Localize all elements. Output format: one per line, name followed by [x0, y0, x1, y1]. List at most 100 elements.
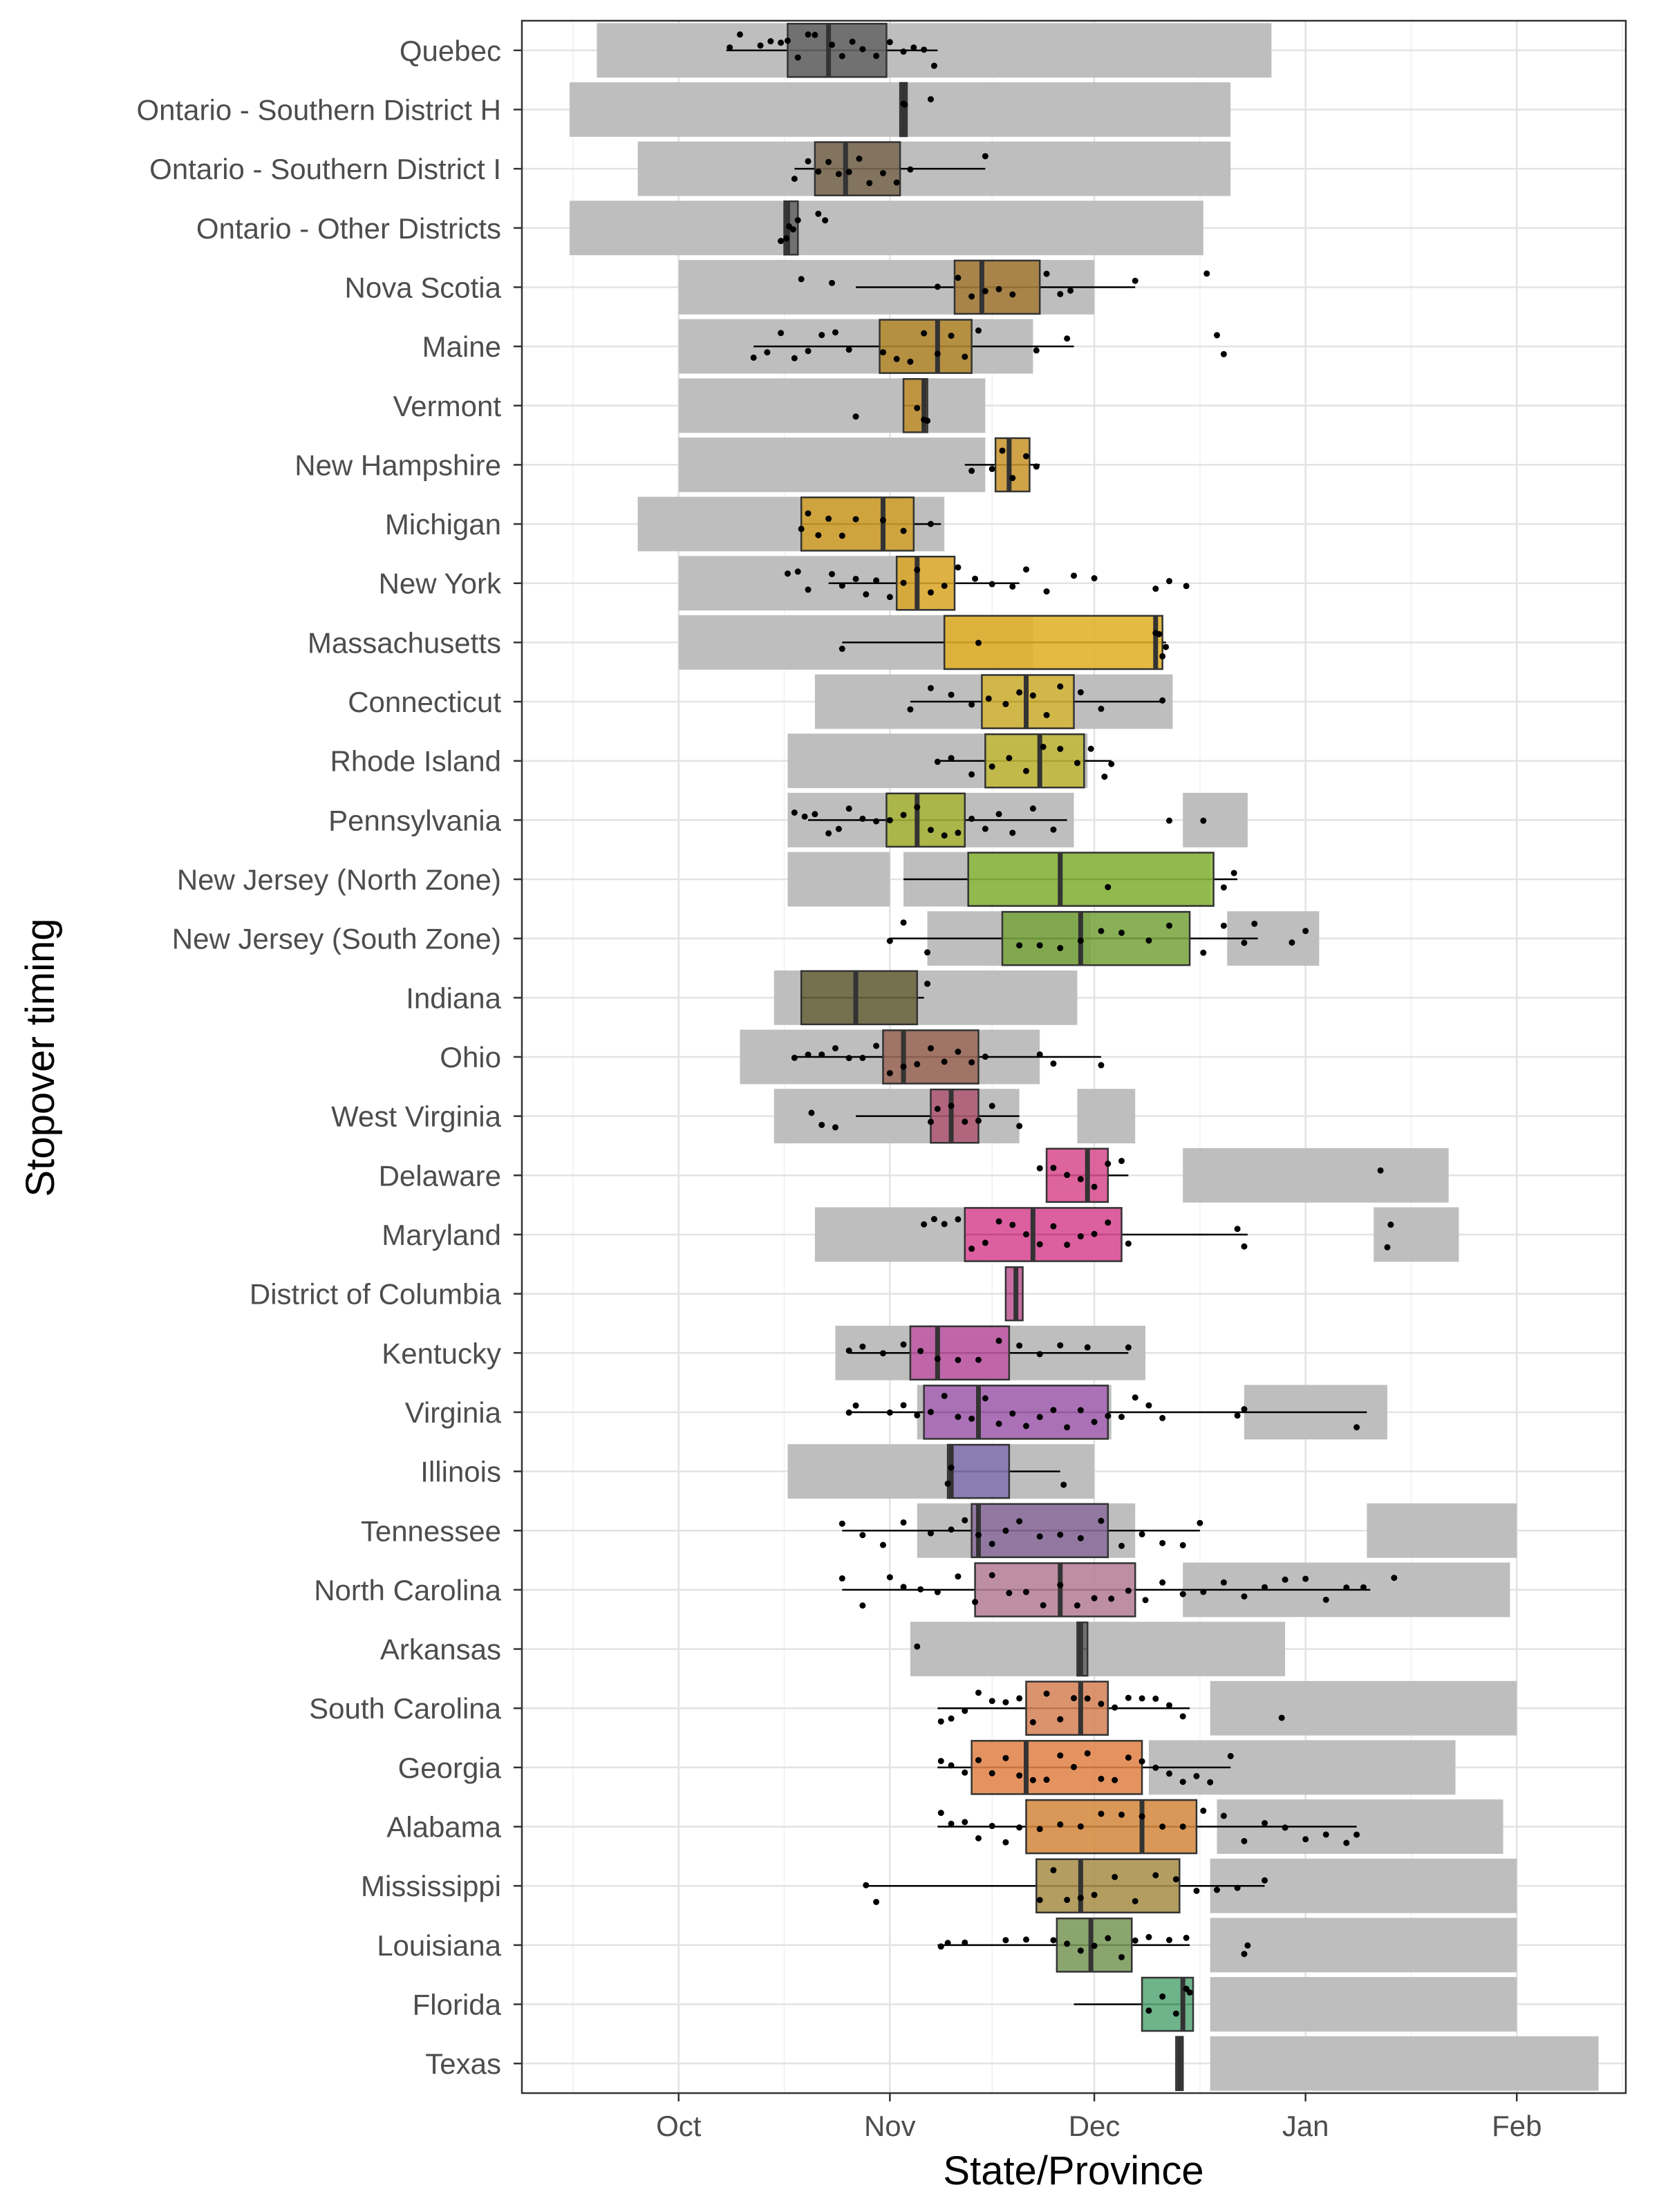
- data-point: [1050, 826, 1057, 833]
- data-point: [1387, 1221, 1394, 1228]
- data-point: [1262, 1819, 1268, 1826]
- data-point: [791, 809, 798, 816]
- data-point: [1077, 1176, 1084, 1183]
- data-point: [914, 1412, 921, 1418]
- data-point: [1166, 922, 1173, 929]
- data-point: [937, 1810, 944, 1817]
- y-tick-label: Connecticut: [348, 686, 501, 718]
- data-point: [798, 525, 805, 532]
- data-point: [1077, 1233, 1084, 1240]
- data-point: [750, 354, 757, 361]
- boxplot-box: [800, 970, 919, 1026]
- data-point: [1179, 1823, 1186, 1830]
- boxplot-box: [1001, 910, 1191, 966]
- data-point: [948, 332, 955, 339]
- data-point: [975, 1117, 982, 1124]
- y-tick-label: Mississippi: [361, 1870, 501, 1902]
- data-point: [1036, 1165, 1043, 1172]
- data-point: [808, 1109, 815, 1116]
- data-point: [1084, 1750, 1091, 1756]
- data-point: [1125, 1587, 1132, 1594]
- data-point: [921, 1221, 928, 1228]
- data-point: [1050, 1867, 1057, 1874]
- boxplots: [726, 23, 1371, 2091]
- data-point: [955, 1414, 962, 1421]
- data-point: [1077, 937, 1084, 944]
- data-point: [934, 1588, 941, 1595]
- data-point: [934, 1105, 941, 1112]
- data-point: [812, 32, 818, 39]
- data-point: [955, 830, 962, 836]
- data-point: [791, 176, 798, 182]
- data-point: [924, 980, 931, 987]
- boxplot-box: [800, 496, 915, 552]
- data-point: [835, 825, 842, 832]
- data-point: [995, 1218, 1002, 1225]
- y-tick-label: Delaware: [379, 1159, 501, 1192]
- data-point: [784, 37, 791, 44]
- data-point: [1016, 942, 1023, 949]
- data-point: [955, 274, 962, 281]
- y-tick-label: Massachusetts: [308, 626, 501, 659]
- data-point: [1022, 767, 1029, 774]
- data-point: [1071, 1695, 1077, 1702]
- data-point: [1179, 1779, 1186, 1785]
- data-point: [927, 827, 934, 834]
- stopover-range-bar: [1374, 1207, 1459, 1262]
- data-point: [838, 532, 845, 539]
- data-point: [757, 42, 764, 49]
- data-point: [794, 568, 801, 575]
- stopover-range-bar: [1210, 2036, 1599, 2091]
- data-point: [1159, 697, 1166, 704]
- data-point: [934, 350, 941, 357]
- data-point: [944, 1940, 951, 1947]
- data-point: [1163, 644, 1170, 650]
- data-point: [1057, 1716, 1064, 1723]
- data-point: [1132, 277, 1138, 284]
- data-point: [995, 1421, 1002, 1427]
- data-point: [1138, 1531, 1145, 1538]
- data-point: [1064, 335, 1071, 342]
- data-point: [886, 1574, 893, 1581]
- data-point: [962, 1819, 968, 1826]
- data-point: [968, 701, 975, 708]
- data-point: [886, 594, 893, 601]
- data-point: [856, 156, 863, 162]
- data-point: [845, 805, 852, 812]
- data-point: [1302, 928, 1309, 935]
- data-point: [1377, 1167, 1384, 1174]
- data-point: [927, 684, 934, 691]
- data-point: [1002, 1699, 1009, 1706]
- data-point: [975, 639, 982, 646]
- y-tick-label: Virginia: [405, 1396, 502, 1429]
- data-point: [822, 217, 829, 224]
- data-point: [1050, 1060, 1057, 1067]
- data-point: [1145, 2007, 1152, 2014]
- data-point: [1022, 1936, 1029, 1943]
- y-tick-label: Quebec: [400, 35, 501, 67]
- data-point: [975, 1756, 982, 1763]
- y-tick-label: Ontario - Southern District H: [136, 93, 501, 126]
- data-point: [1091, 575, 1098, 582]
- data-point: [1043, 1777, 1050, 1783]
- stopover-range-bar: [1077, 1089, 1136, 1144]
- data-point: [1138, 1813, 1145, 1820]
- stopover-range-bar: [1210, 1918, 1517, 1973]
- y-tick-label: Ohio: [440, 1041, 501, 1074]
- data-point: [1112, 1777, 1118, 1783]
- data-point: [934, 283, 941, 290]
- data-point: [1159, 1579, 1166, 1586]
- data-point: [829, 41, 836, 48]
- data-point: [805, 586, 812, 593]
- data-point: [1118, 929, 1125, 936]
- data-point: [955, 1356, 962, 1363]
- data-point: [975, 1356, 982, 1363]
- data-point: [1166, 817, 1173, 824]
- data-point: [886, 817, 893, 824]
- boxplot-box: [1035, 1858, 1181, 1913]
- data-point: [1343, 1584, 1350, 1591]
- data-point: [914, 1643, 921, 1650]
- data-point: [927, 96, 934, 103]
- data-point: [968, 1245, 975, 1252]
